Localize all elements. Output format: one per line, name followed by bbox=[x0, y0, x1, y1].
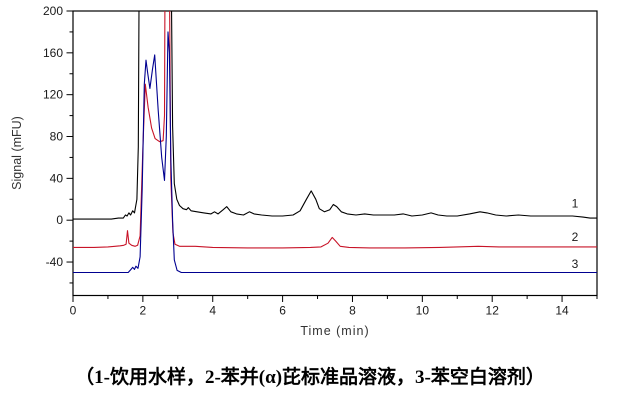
x-tick-label: 0 bbox=[70, 304, 77, 318]
figure-caption: （1-饮用水样，2-苯并(α)芘标准品溶液，3-苯空白溶剂） bbox=[75, 367, 545, 388]
x-axis-tick-labels: 0 2 4 6 8 10 12 14 bbox=[70, 304, 569, 318]
y-axis-title: Signal (mFU) bbox=[10, 116, 24, 190]
trace-label-2: 2 bbox=[572, 230, 579, 244]
plot-frame bbox=[72, 10, 598, 297]
x-tick-label: 2 bbox=[140, 304, 147, 318]
x-tick-label: 10 bbox=[416, 304, 430, 318]
trace-2-line bbox=[73, 11, 597, 249]
y-tick-label: 120 bbox=[43, 88, 63, 102]
x-tick-label: 14 bbox=[555, 304, 569, 318]
y-axis-tick-labels: -40 0 40 80 120 160 200 bbox=[43, 4, 63, 269]
trace-label-3: 3 bbox=[572, 257, 579, 271]
trace-1-line bbox=[73, 11, 597, 220]
x-tick-label: 6 bbox=[279, 304, 286, 318]
trace-3-line bbox=[73, 31, 597, 274]
y-tick-label: 80 bbox=[50, 130, 64, 144]
y-tick-label: 200 bbox=[43, 4, 63, 18]
axis-ticks bbox=[66, 10, 598, 302]
y-tick-label: 40 bbox=[50, 171, 64, 185]
x-tick-label: 4 bbox=[209, 304, 216, 318]
y-tick-label: 0 bbox=[56, 213, 63, 227]
x-axis-title: Time (min) bbox=[300, 324, 370, 338]
x-tick-label: 8 bbox=[349, 304, 356, 318]
y-tick-label: -40 bbox=[46, 255, 64, 269]
trace-label-1: 1 bbox=[572, 196, 579, 210]
x-tick-label: 12 bbox=[486, 304, 500, 318]
y-tick-label: 160 bbox=[43, 46, 63, 60]
